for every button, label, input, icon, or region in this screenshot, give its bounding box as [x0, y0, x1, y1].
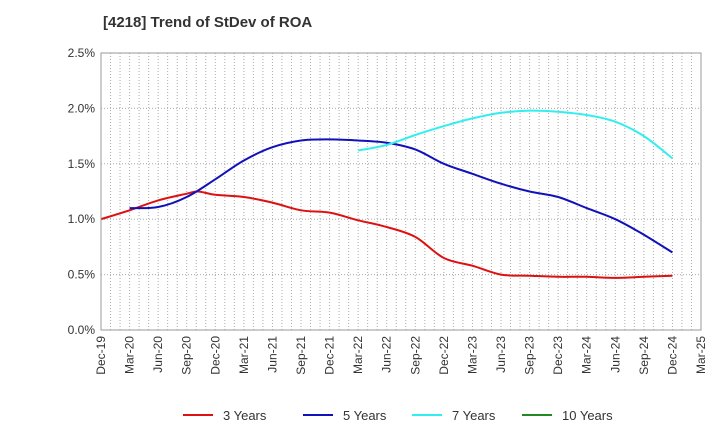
x-tick-label: Sep-24 — [637, 336, 651, 375]
x-tick-label: Sep-21 — [294, 336, 308, 375]
x-tick-label: Jun-20 — [151, 336, 165, 373]
x-tick-label: Sep-20 — [180, 336, 194, 375]
x-tick-label: Mar-25 — [694, 336, 708, 374]
x-tick-label: Jun-22 — [380, 336, 394, 373]
x-tick-label: Mar-21 — [237, 336, 251, 374]
series-line-3-years — [100, 190, 673, 279]
x-tick-label: Mar-22 — [351, 336, 365, 374]
x-tick-label: Dec-20 — [208, 336, 222, 375]
series-line-7-years — [357, 109, 674, 160]
x-tick-label: Dec-19 — [94, 336, 108, 375]
plot-area — [101, 53, 701, 330]
legend-label-5-years: 5 Years — [343, 408, 387, 423]
x-tick-label: Dec-24 — [665, 336, 679, 375]
y-tick-label: 2.0% — [68, 101, 96, 115]
y-tick-label: 2.5% — [68, 46, 96, 60]
x-tick-label: Mar-24 — [580, 336, 594, 374]
plot-frame — [100, 52, 702, 331]
legend-label-3-years: 3 Years — [223, 408, 267, 423]
x-tick-label: Mar-23 — [465, 336, 479, 374]
y-tick-label: 0.0% — [68, 323, 96, 337]
x-tick-label: Mar-20 — [123, 336, 137, 374]
y-tick-label: 1.0% — [68, 212, 96, 226]
x-tick-label: Sep-23 — [523, 336, 537, 375]
y-tick-label: 0.5% — [68, 268, 96, 282]
x-tick-label: Dec-22 — [437, 336, 451, 375]
chart-title: [4218] Trend of StDev of ROA — [103, 14, 313, 31]
x-tick-label: Dec-21 — [323, 336, 337, 375]
series-line-5-years — [129, 138, 673, 254]
x-tick-label: Sep-22 — [408, 336, 422, 375]
x-tick-label: Jun-23 — [494, 336, 508, 373]
x-tick-label: Dec-23 — [551, 336, 565, 375]
legend-label-10-years: 10 Years — [562, 408, 613, 423]
x-tick-label: Jun-24 — [608, 336, 622, 373]
legend: 3 Years 5 Years 7 Years 10 Years — [183, 408, 613, 423]
legend-label-7-years: 7 Years — [452, 408, 496, 423]
x-tick-label: Jun-21 — [265, 336, 279, 373]
y-tick-label: 1.5% — [68, 157, 96, 171]
